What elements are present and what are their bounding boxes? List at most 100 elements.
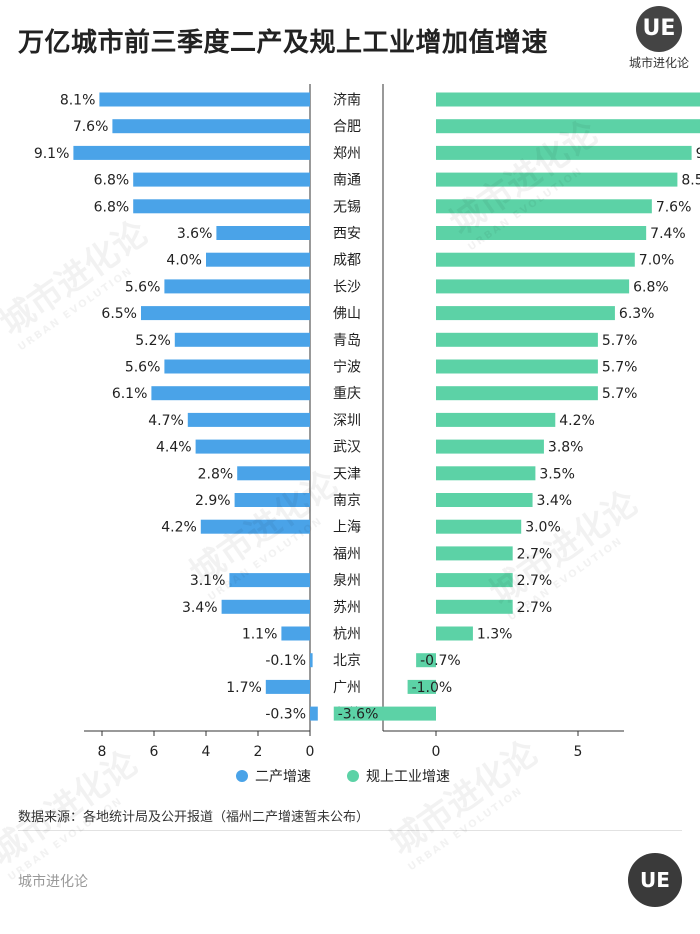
data-label-industrial-output: -3.6% [338, 707, 379, 723]
chart: 济南8.1%12.9%合肥7.6%9.3%郑州9.1%9.0%南通6.8%8.5… [34, 84, 700, 785]
bar-industrial-output [436, 626, 473, 641]
category-label: 广州 [333, 680, 361, 696]
footer-logo-badge: UE [628, 853, 682, 907]
footer-divider [18, 830, 682, 831]
bar-secondary-industry [174, 332, 310, 347]
bar-secondary-industry [141, 306, 310, 321]
logo-mark: UE [636, 6, 682, 52]
bar-industrial-output [436, 199, 652, 214]
category-label: 无锡 [333, 199, 361, 215]
data-label-secondary-industry: 4.0% [166, 253, 202, 269]
bar-secondary-industry [234, 493, 310, 507]
bar-secondary-industry [133, 172, 310, 187]
data-label-industrial-output: 1.3% [477, 627, 513, 643]
data-label-secondary-industry: 3.4% [182, 600, 218, 616]
bar-industrial-output [436, 252, 635, 267]
bar-secondary-industry [195, 439, 310, 454]
category-label: 南通 [333, 173, 361, 189]
data-label-industrial-output: 7.4% [650, 226, 686, 242]
bar-industrial-output [436, 519, 522, 534]
bar-secondary-industry [133, 199, 310, 214]
category-label: 北京 [333, 653, 361, 669]
category-label: 长沙 [333, 279, 361, 295]
left-x-tick-label: 8 [98, 744, 107, 760]
category-label: 青岛 [333, 333, 361, 349]
data-label-industrial-output: 5.7% [602, 386, 638, 402]
brand-logo: UE 城市进化论 [626, 6, 692, 71]
data-label-industrial-output: 9.0% [696, 146, 700, 162]
data-label-industrial-output: 6.8% [633, 279, 669, 295]
category-label: 苏州 [333, 600, 361, 616]
bar-secondary-industry [164, 279, 310, 294]
data-label-secondary-industry: 6.5% [101, 306, 137, 322]
bar-industrial-output [436, 306, 615, 321]
bar-secondary-industry [200, 519, 310, 534]
data-label-secondary-industry: 5.2% [135, 333, 171, 349]
data-label-industrial-output: 6.3% [619, 306, 655, 322]
bar-secondary-industry [206, 252, 310, 267]
category-label: 合肥 [333, 119, 361, 135]
data-label-secondary-industry: 4.7% [148, 413, 184, 429]
category-label: 成都 [333, 253, 361, 269]
category-label: 宁波 [333, 359, 361, 376]
category-label: 福州 [333, 546, 361, 562]
right-x-tick-label: 0 [432, 744, 441, 760]
data-label-secondary-industry: 1.1% [242, 627, 278, 643]
data-label-secondary-industry: -0.3% [265, 707, 306, 723]
data-label-industrial-output: 2.7% [517, 600, 553, 616]
bar-industrial-output [436, 92, 700, 107]
data-label-industrial-output: 3.0% [525, 520, 561, 536]
bar-secondary-industry [310, 706, 318, 721]
bar-industrial-output [436, 332, 598, 347]
data-label-secondary-industry: 2.9% [195, 493, 231, 509]
data-label-secondary-industry: 3.6% [177, 226, 213, 242]
bar-secondary-industry [281, 626, 310, 641]
bar-secondary-industry [151, 386, 310, 401]
data-label-industrial-output: -1.0% [412, 680, 453, 696]
bar-secondary-industry [229, 573, 310, 588]
data-label-secondary-industry: 6.8% [94, 199, 130, 215]
category-label: 泉州 [333, 572, 361, 589]
bar-industrial-output [436, 412, 556, 427]
category-label: 杭州 [333, 627, 361, 643]
bar-industrial-output [436, 359, 598, 374]
legend-marker-industrial-output [347, 770, 359, 782]
data-label-secondary-industry: 5.6% [125, 360, 161, 376]
left-x-tick-label: 2 [254, 744, 263, 760]
bar-industrial-output [436, 145, 692, 160]
bar-secondary-industry [164, 359, 310, 374]
data-source-note: 数据来源：各地统计局及公开报道（福州二产增速暂未公布） [18, 810, 370, 825]
bar-industrial-output [436, 119, 700, 134]
right-x-tick-label: 5 [574, 744, 583, 760]
bar-secondary-industry [99, 92, 311, 107]
category-label: 重庆 [333, 386, 361, 402]
data-label-industrial-output: 7.0% [639, 253, 675, 269]
bar-industrial-output [436, 573, 513, 588]
left-x-tick-label: 0 [306, 744, 315, 760]
data-label-industrial-output: 2.7% [517, 546, 553, 562]
data-label-secondary-industry: 9.1% [34, 146, 70, 162]
bar-industrial-output [436, 386, 598, 401]
data-label-secondary-industry: 1.7% [226, 680, 262, 696]
category-label: 佛山 [333, 306, 361, 322]
data-label-industrial-output: 3.8% [548, 440, 584, 456]
data-label-industrial-output: 3.5% [539, 466, 575, 482]
category-label: 深圳 [333, 413, 361, 429]
left-x-tick-label: 4 [202, 744, 211, 760]
data-label-secondary-industry: -0.1% [265, 653, 306, 669]
footer-brand: 城市进化论 [18, 874, 88, 890]
bar-industrial-output [436, 439, 544, 454]
bar-secondary-industry [112, 119, 311, 134]
data-label-industrial-output: 5.7% [602, 360, 638, 376]
data-label-industrial-output: 7.6% [656, 199, 692, 215]
data-label-secondary-industry: 3.1% [190, 573, 226, 589]
legend-marker-secondary-industry [236, 770, 248, 782]
category-label: 西安 [333, 226, 361, 242]
bar-secondary-industry [187, 412, 310, 427]
bar-secondary-industry [310, 653, 313, 668]
category-label: 南京 [333, 493, 361, 509]
data-label-secondary-industry: 4.4% [156, 440, 192, 456]
left-x-tick-label: 6 [150, 744, 159, 760]
bar-secondary-industry [265, 679, 310, 694]
chart-title: 万亿城市前三季度二产及规上工业增加值增速 [18, 28, 549, 58]
